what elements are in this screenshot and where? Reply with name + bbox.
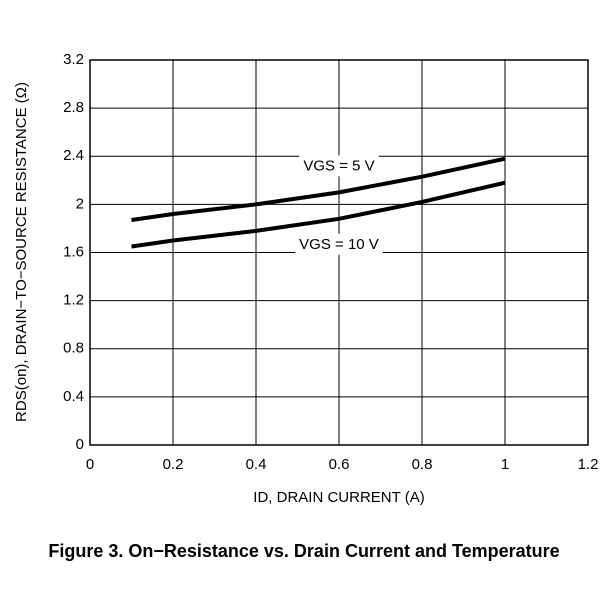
y-tick-label: 0.8: [63, 340, 84, 357]
x-tick-label: 0.4: [246, 456, 267, 473]
x-tick-label: 0.6: [329, 456, 350, 473]
y-tick-label: 0: [76, 436, 84, 453]
y-tick-label: 0.4: [63, 388, 84, 405]
series-label: VGS = 10 V: [299, 236, 379, 253]
x-tick-label: 0: [86, 456, 94, 473]
y-tick-label: 3.2: [63, 51, 84, 68]
x-tick-label: 1.2: [578, 456, 599, 473]
x-tick-label: 0.8: [412, 456, 433, 473]
y-tick-label: 1.6: [63, 243, 84, 260]
series-label-bg: [299, 155, 379, 177]
chart-title: Figure 3. On−Resistance vs. Drain Curren…: [48, 541, 559, 561]
x-tick-label: 1: [501, 456, 509, 473]
y-tick-label: 2.8: [63, 99, 84, 116]
x-tick-label: 0.2: [163, 456, 184, 473]
y-tick-label: 2.4: [63, 147, 84, 164]
series-line: [131, 156, 506, 222]
series-label: VGS = 5 V: [303, 157, 374, 174]
series-line: [131, 180, 506, 249]
plot-frame: [89, 59, 589, 446]
series-label-bg: [295, 233, 383, 255]
y-tick-label: 2: [76, 195, 84, 212]
y-tick-label: 1.2: [63, 292, 84, 309]
y-axis-label: RDS(on), DRAIN−TO−SOURCE RESISTANCE (Ω): [13, 82, 30, 422]
x-axis-label: ID, DRAIN CURRENT (A): [253, 489, 424, 506]
